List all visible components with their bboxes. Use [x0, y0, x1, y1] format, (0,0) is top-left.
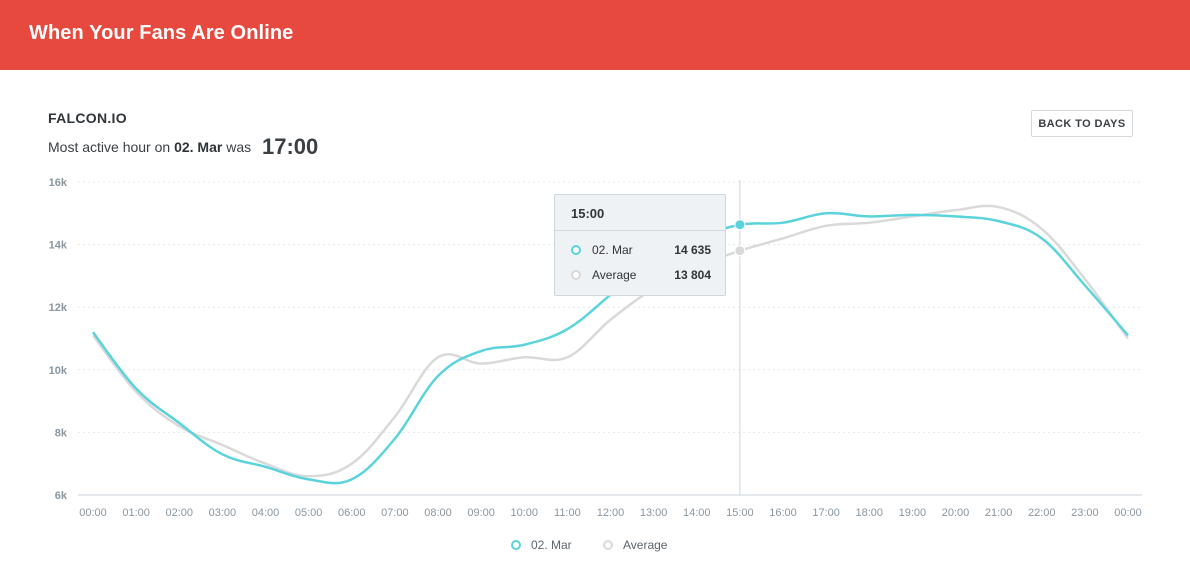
tooltip-row-average: Average 13 804 — [571, 268, 711, 284]
x-tick-label: 13:00 — [640, 507, 668, 519]
x-tick-label: 16:00 — [769, 507, 797, 519]
x-tick-label: 20:00 — [942, 507, 970, 519]
y-tick-label: 6k — [55, 490, 68, 502]
x-tick-label: 11:00 — [554, 507, 581, 519]
y-tick-label: 8k — [55, 427, 68, 439]
x-tick-label: 19:00 — [899, 507, 927, 519]
y-tick-label: 14k — [49, 240, 68, 252]
x-tick-label: 10:00 — [510, 507, 538, 519]
x-tick-label: 00:00 — [79, 507, 107, 519]
x-tick-label: 12:00 — [597, 507, 625, 519]
y-tick-label: 10k — [49, 365, 68, 377]
y-tick-label: 12k — [49, 302, 68, 314]
x-tick-label: 21:00 — [985, 507, 1013, 519]
tooltip-series-name: Average — [592, 268, 637, 282]
highlight-point-day — [734, 219, 746, 231]
summary-middle: was — [226, 139, 252, 155]
tooltip-series-name: 02. Mar — [592, 243, 633, 257]
x-tick-label: 00:00 — [1114, 507, 1142, 519]
highlight-point-average — [734, 245, 746, 257]
x-tick-label: 04:00 — [252, 507, 280, 519]
x-tick-label: 17:00 — [812, 507, 840, 519]
x-tick-label: 05:00 — [295, 507, 323, 519]
tooltip-series-value: 13 804 — [674, 268, 711, 282]
x-tick-label: 22:00 — [1028, 507, 1056, 519]
x-tick-label: 06:00 — [338, 507, 366, 519]
x-tick-label: 23:00 — [1071, 507, 1099, 519]
summary-prefix: Most active hour on — [48, 139, 171, 155]
y-tick-label: 16k — [49, 177, 68, 189]
legend-label: Average — [623, 538, 668, 552]
chart-tooltip: 15:00 02. Mar 14 635 Average 13 804 — [554, 194, 726, 296]
x-tick-label: 07:00 — [381, 507, 409, 519]
x-tick-label: 09:00 — [467, 507, 495, 519]
x-tick-label: 15:00 — [726, 507, 754, 519]
legend-marker-icon — [511, 540, 521, 550]
series-marker-icon — [571, 270, 581, 280]
tooltip-title: 15:00 — [571, 206, 605, 221]
x-tick-label: 14:00 — [683, 507, 711, 519]
x-tick-label: 08:00 — [424, 507, 452, 519]
summary-hour: 17:00 — [262, 134, 319, 159]
tooltip-row-day: 02. Mar 14 635 — [571, 243, 711, 259]
x-tick-label: 01:00 — [122, 507, 150, 519]
header-bar: When Your Fans Are Online — [0, 0, 1190, 70]
most-active-summary: Most active hour on 02. Mar was 17:00 — [48, 132, 319, 159]
back-to-days-button[interactable]: BACK TO DAYS — [1031, 110, 1133, 137]
x-tick-label: 03:00 — [209, 507, 237, 519]
page-title: When Your Fans Are Online — [29, 22, 294, 44]
series-marker-icon — [571, 245, 581, 255]
x-tick-label: 02:00 — [165, 507, 193, 519]
tooltip-divider — [555, 230, 725, 231]
chart-legend: 02. Mar Average — [0, 537, 1190, 555]
legend-label: 02. Mar — [531, 538, 572, 552]
series-line-average — [92, 204, 1130, 478]
x-tick-label: 18:00 — [855, 507, 883, 519]
tooltip-series-value: 14 635 — [674, 243, 711, 257]
account-name: FALCON.IO — [48, 110, 127, 126]
legend-marker-icon — [603, 540, 613, 550]
summary-date: 02. Mar — [174, 139, 223, 155]
